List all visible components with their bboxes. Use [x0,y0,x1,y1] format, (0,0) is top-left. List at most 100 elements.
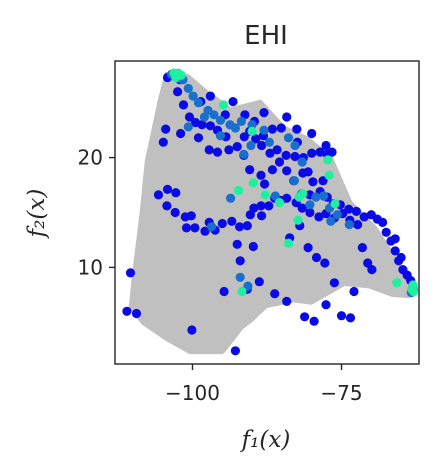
data-point [186,211,196,221]
data-point [215,115,226,125]
data-point [122,306,132,316]
chart-title: EHI [244,21,288,51]
data-point [324,170,334,180]
data-point [193,98,204,108]
data-point [181,223,192,233]
data-point [305,207,315,218]
data-point [292,124,302,134]
data-point [329,278,339,288]
data-point [363,258,373,268]
data-point [267,165,277,175]
data-point [242,221,252,231]
data-point [305,200,315,210]
data-point [327,147,337,157]
data-point [236,116,246,126]
data-point [293,215,303,225]
plot-frame [114,60,420,365]
data-point [171,72,181,83]
data-point [228,97,238,107]
data-point [248,241,258,252]
data-point [237,286,247,297]
data-point [170,207,180,218]
data-point [176,128,186,139]
data-point [274,198,285,208]
data-point [267,124,277,134]
data-point [212,147,223,157]
data-point [272,145,282,155]
data-point [303,167,313,177]
data-point [153,190,164,200]
data-point [173,87,183,97]
data-point [245,165,255,175]
data-point [367,265,377,275]
data-point [336,311,347,321]
data-point [282,112,292,122]
data-point [396,252,406,263]
data-point [281,150,291,160]
data-point [230,346,240,356]
data-point [226,193,236,203]
data-point [215,131,226,141]
data-point [330,199,340,209]
data-point [264,201,274,211]
data-point [235,272,245,282]
data-point [392,278,402,288]
data-point [162,201,172,211]
data-point [183,83,193,93]
data-point [199,112,209,122]
data-point [318,176,328,186]
data-point [289,176,299,186]
data-point [320,258,330,268]
data-point [307,128,317,139]
data-point [303,243,313,253]
data-point [297,203,307,213]
data-point [235,222,245,232]
data-point [190,223,200,233]
data-point [161,124,171,134]
data-point [256,201,266,211]
x-tick-label: −100 [165,381,220,405]
data-point [200,226,210,236]
y-axis: 10 20 [78,146,115,279]
data-point [209,110,219,120]
data-point [290,140,300,151]
data-point [309,316,319,326]
data-point [257,211,267,221]
data-point [256,170,266,180]
data-point [183,122,193,132]
data-point [311,252,322,263]
data-point [247,120,257,130]
data-point [158,137,168,147]
data-point [359,212,369,222]
data-point [243,281,253,291]
data-point [257,140,267,151]
data-point [283,238,294,248]
data-point [184,112,195,122]
data-point [390,234,400,244]
data-point [224,145,234,155]
background-point-cloud [128,72,413,355]
data-point [205,121,215,131]
data-point [232,142,242,152]
data-point [217,218,227,229]
data-point [274,157,285,167]
data-point [251,134,261,144]
x-axis-label: f₁(x) [240,427,291,453]
data-point [162,184,173,194]
data-point [351,206,361,216]
data-point [259,108,269,118]
data-point [233,185,243,196]
data-point [282,193,292,203]
data-point [259,125,269,135]
data-point [276,123,286,133]
data-point [282,166,292,176]
data-point [270,191,280,201]
data-point [260,190,270,200]
data-point [311,192,321,202]
data-point [193,133,204,143]
data-point [307,148,317,158]
data-point [308,177,318,187]
data-point [188,91,198,101]
data-point [319,191,329,201]
